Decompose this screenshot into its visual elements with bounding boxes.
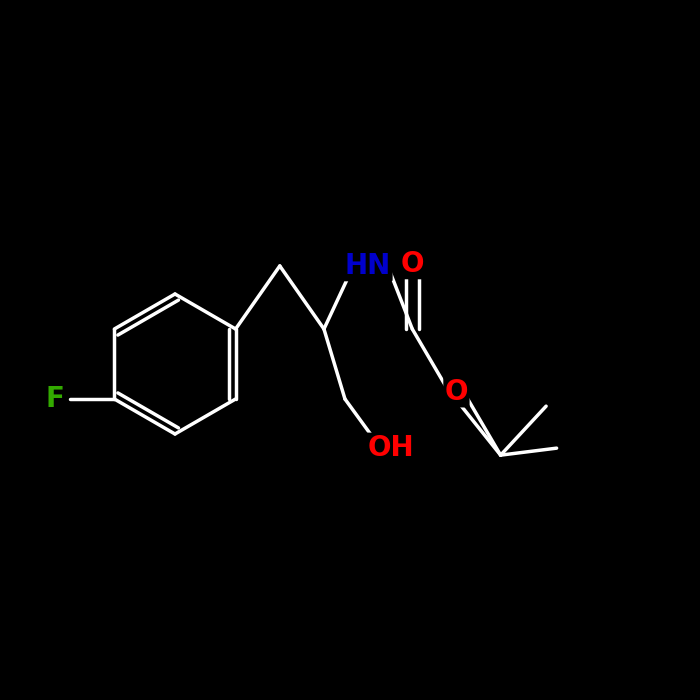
Text: O: O	[444, 378, 468, 406]
Text: HN: HN	[345, 252, 391, 280]
Text: O: O	[400, 250, 424, 278]
Text: F: F	[46, 385, 64, 413]
Text: OH: OH	[367, 434, 414, 462]
